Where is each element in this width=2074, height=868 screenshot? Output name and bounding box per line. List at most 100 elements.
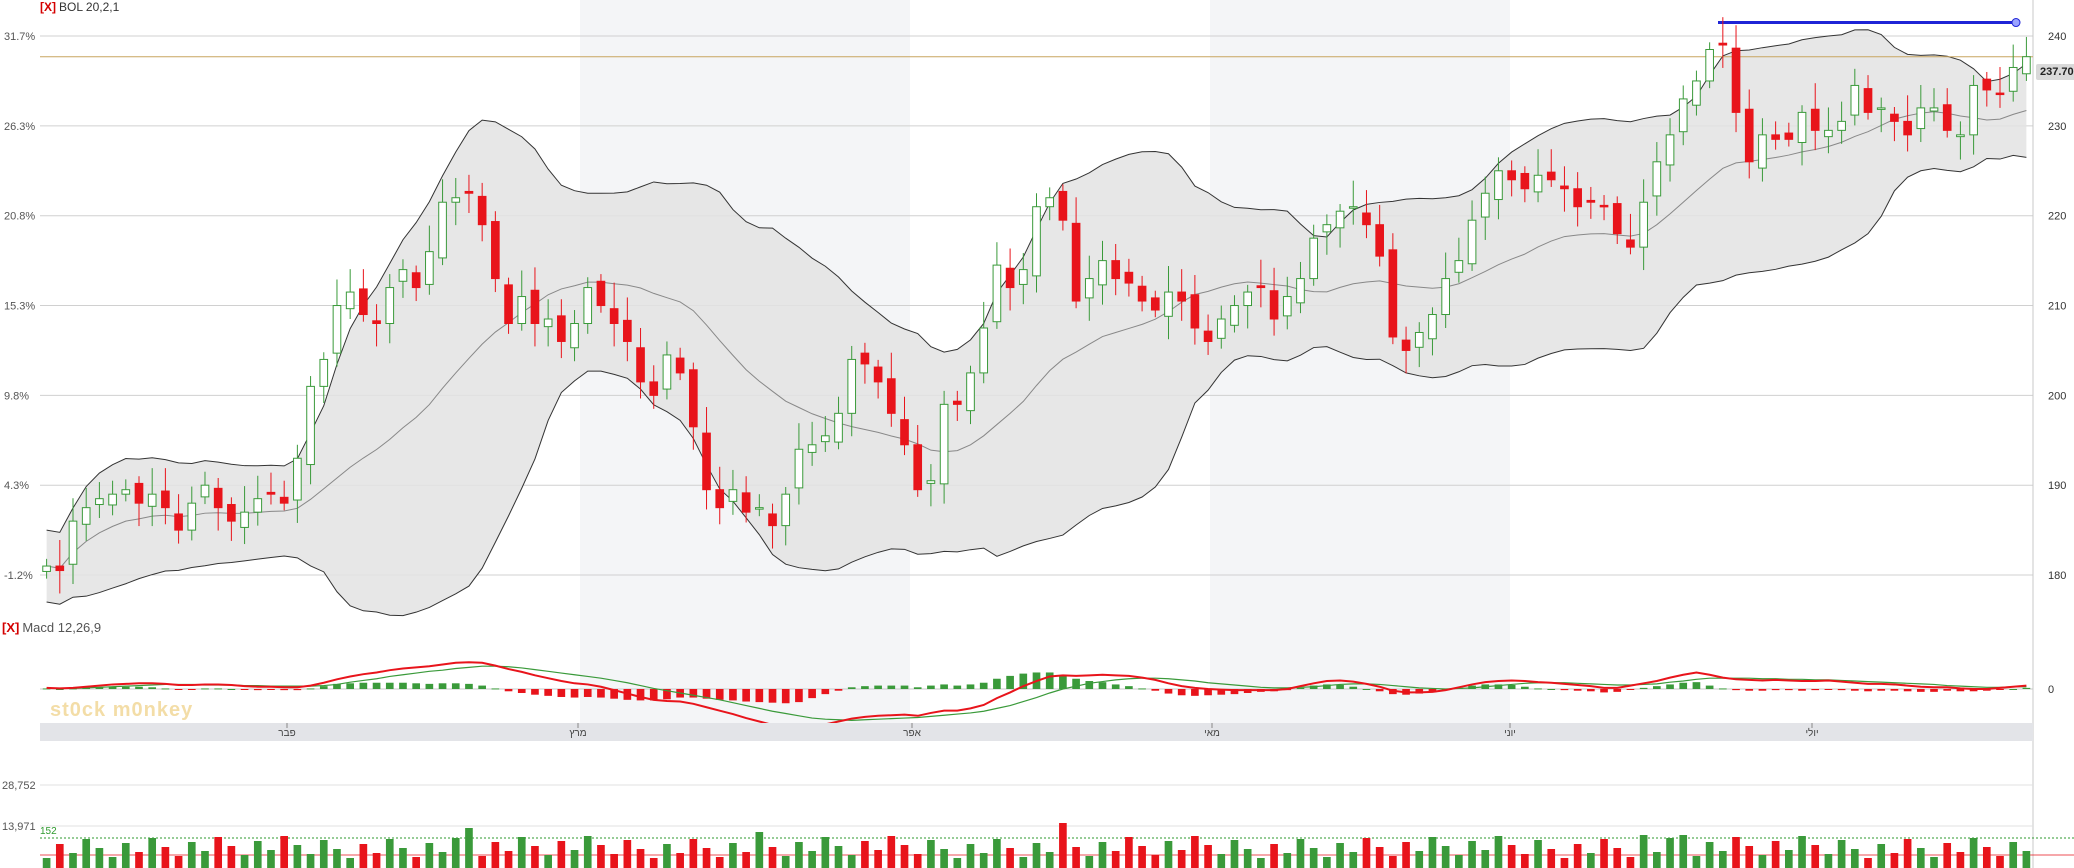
volume-bar [953, 858, 962, 868]
volume-bar [847, 855, 856, 868]
volume-bar [1428, 837, 1437, 868]
left-axis-tick: 26.3% [4, 121, 35, 133]
candle-body [702, 432, 711, 491]
candle-body [1890, 113, 1899, 122]
volume-bar [1468, 841, 1476, 868]
volume-bar [1996, 856, 2004, 868]
volume-bar [1679, 835, 1688, 868]
candle-body [385, 287, 395, 325]
macd-histogram-bar [1534, 688, 1542, 690]
macd-histogram-bar [649, 689, 658, 701]
volume-bar [768, 847, 777, 868]
candle-body [174, 513, 183, 531]
candle-body [134, 482, 144, 504]
candle-body [1256, 285, 1266, 289]
candle-body [886, 378, 896, 414]
macd-histogram-bar [1587, 689, 1595, 692]
volume-bar [1613, 848, 1622, 868]
candle-body [1665, 134, 1675, 166]
macd-histogram-bar [1230, 689, 1239, 695]
candle-body [1969, 84, 1978, 136]
macd-close-button[interactable]: [X] [2, 620, 20, 635]
candle-body [1612, 203, 1622, 235]
macd-histogram-bar [346, 683, 354, 689]
candle-body [952, 400, 962, 405]
macd-histogram-bar [1758, 689, 1767, 691]
macd-signal-line [46, 665, 2027, 721]
macd-histogram-bar [1547, 689, 1556, 690]
macd-histogram-bar [1560, 689, 1569, 691]
macd-histogram-bar [1507, 685, 1516, 689]
candle-body [345, 291, 355, 310]
volume-bar [966, 844, 975, 868]
macd-histogram-bar [214, 688, 223, 690]
volume-bar [385, 839, 394, 868]
macd-histogram-bar [1059, 675, 1067, 689]
macd-histogram-bar [808, 689, 816, 699]
candle-body [1388, 249, 1398, 338]
volume-bar [1349, 852, 1358, 868]
macd-histogram-bar [689, 689, 698, 698]
volume-bar [201, 851, 209, 868]
macd-histogram-bar [583, 689, 592, 697]
volume-bar [1032, 843, 1041, 868]
macd-histogram-bar [1336, 685, 1344, 689]
volume-bar [544, 855, 552, 868]
candle-body [1546, 171, 1556, 181]
macd-histogram-bar [1969, 689, 1978, 692]
volume-bar [82, 839, 91, 868]
candle-body [530, 289, 540, 324]
macd-histogram-bar [385, 682, 394, 689]
macd-line [46, 661, 2027, 730]
volume-bar [333, 849, 341, 868]
volume-bar [636, 849, 645, 868]
volume-bar [1283, 853, 1292, 868]
macd-histogram-bar [1375, 689, 1384, 692]
candle-body [108, 493, 117, 506]
volume-bar [1877, 844, 1886, 868]
bollinger-close-button[interactable]: [X] [40, 0, 56, 14]
macd-histogram-bar [940, 684, 948, 689]
month-shade [1210, 0, 1510, 740]
macd-histogram-bar [1705, 685, 1714, 689]
volume-bar [1798, 836, 1806, 868]
macd-histogram-bar [1613, 689, 1622, 692]
macd-histogram-bar [1151, 689, 1160, 691]
volume-bar [240, 855, 249, 868]
candle-body [1309, 237, 1318, 280]
candle-body [1084, 278, 1094, 299]
macd-histogram-bar [1217, 689, 1226, 695]
macd-histogram-bar [412, 683, 420, 689]
volume-bar [148, 838, 157, 868]
candle-body [781, 493, 791, 527]
candle-body [1705, 49, 1714, 82]
macd-histogram-bar [451, 683, 460, 689]
macd-histogram-bar [1125, 686, 1133, 689]
candle-body [649, 381, 659, 396]
volume-bar [1943, 843, 1952, 868]
volume-bar [121, 843, 130, 868]
volume-bar [1639, 835, 1648, 868]
candle-body [847, 358, 857, 414]
candle-body [1956, 134, 1965, 138]
volume-bar [1600, 839, 1608, 868]
left-axis-tick: 4.3% [4, 480, 29, 492]
macd-histogram-bar [1943, 689, 1952, 691]
volume-bar [161, 847, 170, 868]
macd-histogram-bar [1072, 678, 1080, 689]
candle-body [187, 502, 197, 531]
candle-body [1744, 108, 1754, 163]
candle-body [425, 251, 434, 285]
macd-histogram-bar [1191, 689, 1199, 696]
volume-bar [861, 841, 869, 868]
volume-axis-tick: 13,971 [2, 821, 36, 833]
candle-body [1573, 188, 1582, 208]
candle-body [1428, 314, 1437, 340]
candle-body [1018, 269, 1028, 285]
volume-bar [1085, 856, 1094, 868]
candle-body [253, 498, 263, 513]
volume-bar [689, 839, 698, 868]
volume-bar [108, 857, 117, 868]
candle-body [55, 565, 65, 572]
candle-body [68, 520, 78, 565]
